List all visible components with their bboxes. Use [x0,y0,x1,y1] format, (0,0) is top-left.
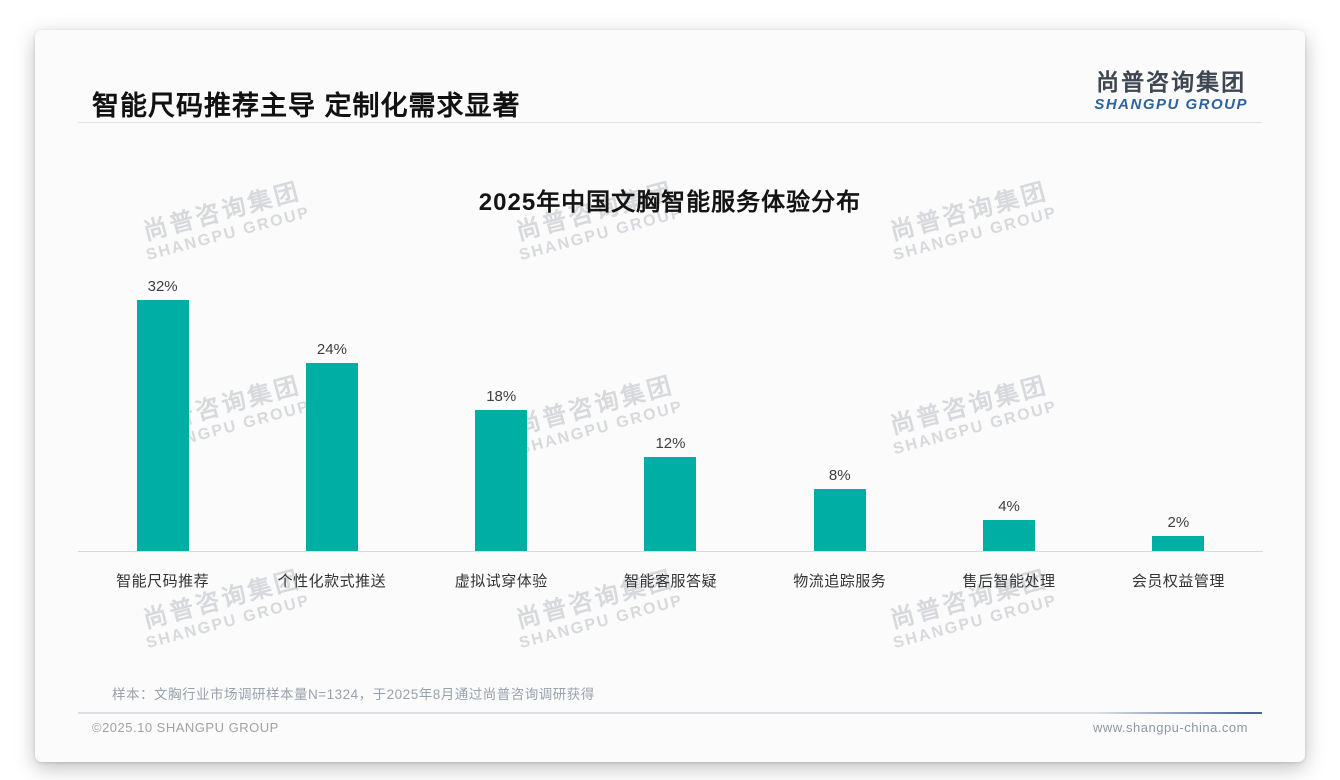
website-url: www.shangpu-china.com [1092,720,1248,735]
chart-title: 2025年中国文胸智能服务体验分布 [478,189,862,216]
watermark-english-text: SHANGPU GROUP [144,591,313,653]
header-divider [78,122,1262,123]
category-label: 售后智能处理 [962,573,1056,590]
header: 智能尺码推荐主导 定制化需求显著 尚普咨询集团 SHANGPU GROUP [92,69,1248,123]
footer: ©2025.10 SHANGPU GROUP www.shangpu-china… [92,720,1248,735]
bar-value-label: 2% [1167,514,1190,531]
bar [136,300,189,552]
x-axis-line [78,551,1263,552]
report-card: 尚普咨询集团 SHANGPU GROUP 尚普咨询集团 SHANGPU GROUP 尚普… [35,30,1305,762]
company-logo: 尚普咨询集团 SHANGPU GROUP [1094,69,1248,114]
bar [813,489,866,552]
bar-value-label: 18% [486,388,517,405]
bar-slot: 2% [1094,272,1263,552]
bar [475,410,528,552]
watermark-english-text: SHANGPU GROUP [891,591,1060,653]
category-label: 个性化款式推送 [277,573,387,590]
bar-slot: 24% [247,272,416,552]
category-label: 智能客服答疑 [623,573,717,590]
watermark-english-text: SHANGPU GROUP [517,591,686,653]
bar-slot: 32% [78,272,247,552]
category-label: 会员权益管理 [1131,573,1225,590]
copyright-text: ©2025.10 SHANGPU GROUP [92,720,279,735]
plot-area: 32% 24% 18% 12% 8% 4% 2% [78,272,1263,552]
bar [983,520,1036,552]
bar-value-label: 8% [828,467,851,484]
bar [1152,536,1205,552]
logo-english-text: SHANGPU GROUP [1094,96,1248,114]
category-label: 虚拟试穿体验 [454,573,548,590]
bar [305,363,358,552]
sample-note: 样本：文胸行业市场调研样本量N=1324，于2025年8月通过尚普咨询调研获得 [112,687,595,702]
page-title: 智能尺码推荐主导 定制化需求显著 [92,91,521,121]
category-label: 智能尺码推荐 [116,573,210,590]
bar-value-label: 4% [998,498,1020,515]
bar-slot: 4% [924,272,1093,552]
category-axis: 智能尺码推荐 个性化款式推送 虚拟试穿体验 智能客服答疑 物流追踪服务 售后智能处理 会员权… [78,570,1263,591]
bar-slot: 12% [586,272,755,552]
bar-value-label: 24% [316,341,347,358]
bar-value-label: 12% [655,435,686,452]
logo-chinese-text: 尚普咨询集团 [1096,69,1247,95]
bar [644,457,697,552]
footer-divider [78,712,1262,714]
bar-value-label: 32% [147,278,178,295]
category-label: 物流追踪服务 [793,573,887,590]
bar-slot: 8% [755,272,924,552]
bar-slot: 18% [417,272,586,552]
